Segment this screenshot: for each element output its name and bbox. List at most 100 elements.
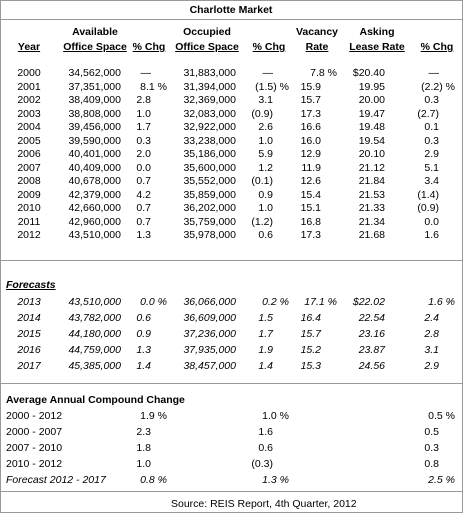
cell: 31,883,000 [183,67,236,79]
cell: 12.6 [300,175,321,187]
column-header: Occupied [183,26,231,38]
cell: 1.3 [136,344,151,356]
cell: 22.54 [358,312,385,324]
cell: 1.6 [258,426,273,438]
cell: 24.56 [358,360,385,372]
cell: 21.53 [358,188,385,201]
cell: 2.4 [424,312,439,324]
column-header: Vacancy [295,26,339,38]
cell: 0.5 % [428,410,455,422]
cell: 32,922,000 [183,121,236,133]
column-header: Rate [305,41,329,53]
cell: 1.0 % [262,410,289,422]
cell: 1.4 [258,360,273,372]
cell: 0.8 % [140,474,167,486]
cell: 0.3 [136,134,151,147]
year: 2014 [17,312,41,324]
column-header: % Chg [132,41,166,53]
cell: 39,456,000 [68,121,121,133]
cell: 37,351,000 [68,80,121,93]
cell: 2.3 [136,426,151,438]
cell: 0.3 [424,94,439,106]
cell: 35,186,000 [183,148,236,160]
cell: 17.1 % [304,296,337,308]
year: 2005 [17,134,41,147]
cell: 35,859,000 [183,188,236,201]
cell: 21.68 [358,229,385,241]
cell: 1.2 [258,161,273,174]
year: 2013 [17,296,41,308]
cell: 1.8 [136,442,151,454]
year: 2004 [17,121,41,133]
cell: — [428,67,440,79]
cell: 15.4 [300,188,321,201]
cell: 20.00 [358,94,385,106]
cell: 0.3 [424,134,439,147]
year: 2007 [17,161,41,174]
year: 2002 [17,94,41,106]
cell: (0.9) [417,202,439,214]
cell: 2.8 [136,94,151,106]
period: 2000 - 2007 [6,426,63,438]
cell: (1.2) [251,215,273,228]
cell: 42,660,000 [68,202,121,214]
cell: 1.0 [258,202,273,214]
cell: 0.1 [424,121,439,133]
cell: 42,960,000 [68,215,121,228]
year: 2015 [17,328,41,340]
cell: 31,394,000 [183,80,236,93]
cell: 5.1 [424,161,439,174]
cell: 37,935,000 [183,344,236,356]
cell: 4.2 [136,188,151,201]
cell: 40,678,000 [68,175,121,187]
year: 2008 [17,175,41,187]
column-header: Available [72,26,118,38]
cell: 1.7 [258,328,273,340]
cell: (2.2) % [421,80,455,93]
year: 2003 [17,107,41,120]
column-header: Office Space [175,41,239,53]
cell: 15.9 [300,80,321,93]
cell: 3.1 [424,344,439,356]
cell: 17.3 [300,107,321,120]
cell: 1.9 [258,344,273,356]
cell: 19.47 [358,107,385,120]
cell: 3.1 [258,94,273,106]
year: 2010 [17,202,41,214]
cell: 1.0 [136,107,151,120]
rule [1,260,462,261]
cell: 32,083,000 [183,107,236,120]
cell: 1.4 [136,360,151,372]
cell: (0.3) [251,458,273,470]
cell: 1.3 [136,229,151,241]
rule [1,491,462,492]
cell: — [262,67,274,79]
cell: 15.7 [300,328,321,340]
cell: 16.6 [300,121,321,133]
cell: 32,369,000 [183,94,236,106]
year: 2000 [17,67,41,79]
column-header: Lease Rate [349,41,405,53]
cell: 3.4 [424,175,439,187]
cell: 0.0 [136,161,151,174]
cell: (0.1) [251,175,273,187]
section-label: Average Annual Compound Change [6,394,185,406]
cell: 45,385,000 [68,360,121,372]
cell: 2.6 [258,121,273,133]
cell: 19.95 [358,80,385,93]
cell: (1.5) % [255,80,289,93]
year: 2001 [17,80,41,93]
cell: 0.7 [136,215,151,228]
cell: 0.0 [424,215,439,228]
cell: 20.10 [358,148,385,160]
cell: 43,510,000 [68,296,121,308]
title: Charlotte Market [189,4,273,16]
cell: 0.6 [258,442,273,454]
cell: 0.3 [424,442,439,454]
cell: 15.7 [300,94,321,106]
cell: 21.33 [358,202,385,214]
cell: 11.9 [301,161,321,174]
cell: 1.6 % [428,296,455,308]
cell: 12.9 [300,148,321,160]
rule [1,383,462,384]
